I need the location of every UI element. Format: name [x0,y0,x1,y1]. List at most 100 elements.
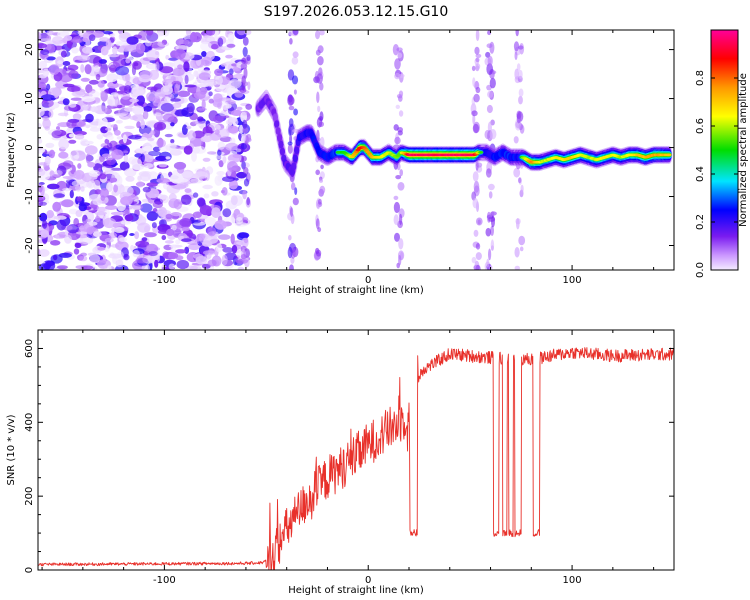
noise-blob [189,219,201,224]
noise-blob [170,173,184,184]
noise-blob [130,244,135,252]
noise-blob [62,61,71,66]
noise-blob [216,171,225,176]
noise-blob [52,201,62,212]
noise-blob [215,75,224,85]
streak-blob [398,254,402,266]
noise-blob [176,163,185,174]
streak-blob [514,265,520,270]
noise-blob [144,134,153,139]
noise-blob [132,163,145,170]
noise-blob [222,247,234,253]
noise-blob [110,92,119,97]
noise-blob [207,151,217,155]
noise-blob [181,171,193,178]
noise-blob [49,149,55,159]
noise-blob [97,259,111,269]
noise-blob [78,203,88,212]
noise-blob [155,61,160,72]
noise-blob [160,102,175,112]
streak-blob [513,41,520,52]
noise-blob [174,83,180,94]
noise-blob [226,43,236,48]
streak-blob [516,218,520,230]
noise-blob [40,94,55,101]
noise-blob [180,194,192,205]
streak-blob [315,49,321,56]
noise-blob [95,73,101,81]
noise-blob [97,40,109,47]
streak-blob [475,252,482,261]
noise-blob [46,83,51,91]
noise-blob [38,162,48,166]
streak-blob [472,114,476,125]
streak-blob [487,90,494,98]
noise-blob [114,227,125,233]
streak-blob [473,229,479,237]
noise-blob [101,153,111,158]
streak-blob [245,103,253,110]
noise-blob [85,113,94,123]
streak-blob [513,136,519,144]
noise-blob [54,170,63,176]
noise-blob [227,161,238,173]
streak-blob [242,81,249,87]
noise-blob [142,145,153,152]
noise-blob [236,30,247,36]
noise-blob [65,129,73,134]
noise-blob [196,197,206,207]
streak-blob [289,134,293,144]
noise-blob [221,254,228,266]
noise-blob [69,189,74,199]
noise-blob [97,80,105,88]
noise-blob [133,62,139,67]
noise-blob [56,126,60,131]
noise-blob [136,121,141,129]
noise-blob [52,36,64,45]
streak-blob [319,136,325,148]
noise-blob [214,219,227,230]
noise-blob [225,54,233,59]
streak-blob [319,82,324,91]
noise-blob [42,118,51,129]
noise-blob [194,171,209,180]
noise-blob [197,107,207,111]
spectrogram-y-axis: -20 -10 0 10 20 [24,29,674,266]
noise-blob [67,85,81,93]
colorbar-tick-label: 0.4 [695,166,706,182]
streak-blob [239,87,247,93]
noise-blob [157,230,169,235]
streak-blob [242,189,247,200]
noise-blob [190,178,204,184]
noise-blob [43,262,52,269]
noise-blob [40,229,49,238]
noise-blob [73,169,85,180]
x-tick-label: 0 [365,575,371,586]
noise-blob [66,181,71,189]
noise-blob [56,219,67,231]
noise-blob [66,119,77,129]
streak-blob [315,30,320,40]
noise-blob [184,188,192,194]
noise-blob [169,142,177,154]
noise-blob [38,248,41,256]
noise-blob [140,172,151,182]
noise-blob [230,109,243,116]
noise-blob [231,244,238,254]
noise-blob [235,148,242,153]
noise-blob [192,120,206,125]
noise-blob [45,142,55,148]
noise-blob [53,193,65,198]
streak-blob [319,178,323,183]
streak-blob [519,124,525,134]
noise-blob [214,68,224,77]
noise-blob [98,59,108,64]
streak-blob [288,96,295,105]
noise-blob [75,231,88,235]
noise-blob [119,161,130,171]
streak-blob [315,169,321,176]
noise-blob [237,266,245,270]
noise-blob [116,104,123,109]
noise-blob [122,134,127,144]
streak-blob [514,51,518,60]
